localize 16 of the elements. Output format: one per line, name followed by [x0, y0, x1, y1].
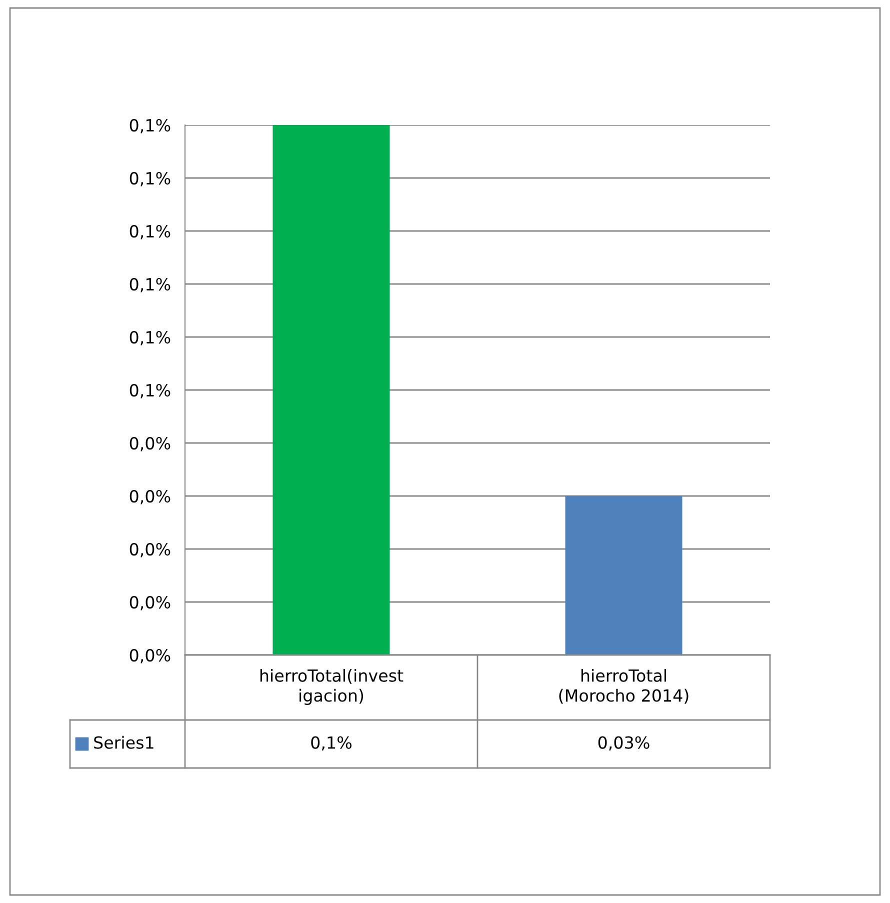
y-tick-label: 0,0% — [130, 648, 170, 664]
y-tick-label: 0,0% — [130, 436, 170, 452]
x-tick-label: hierroTotal (Morocho 2014) — [559, 668, 688, 704]
y-tick-label: 0,1% — [130, 224, 170, 240]
data-label: 0,03% — [598, 736, 650, 751]
y-tick-label: 0,1% — [130, 172, 170, 186]
y-tick-label: 0,1% — [130, 384, 170, 398]
x-tick-label: hierroTotal(invest igacion) — [260, 668, 404, 706]
y-tick-label: 0,1% — [130, 330, 170, 346]
y-tick-label: 0,1% — [130, 278, 170, 292]
y-tick-label: 0,0% — [130, 542, 170, 558]
legend-label: Series1 — [94, 736, 154, 749]
y-tick-label: 0,0% — [130, 596, 170, 610]
y-tick-label: 0,1% — [130, 118, 170, 134]
y-tick-label: 0,0% — [130, 490, 170, 504]
data-label: 0,1% — [311, 736, 352, 751]
